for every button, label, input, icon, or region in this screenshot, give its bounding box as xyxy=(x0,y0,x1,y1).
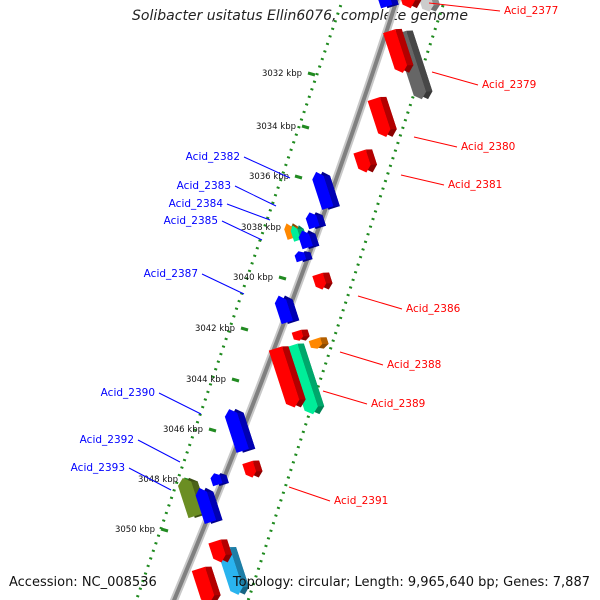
leader-line xyxy=(201,273,245,295)
gene-label-reverse: Acid_2382 xyxy=(186,151,240,163)
gene-label-reverse: Acid_2384 xyxy=(169,198,224,210)
leader-line xyxy=(234,185,277,207)
gene-acid-2382 xyxy=(312,171,340,210)
gene-acid-2391b xyxy=(208,539,232,563)
gene-acid-2384 xyxy=(298,230,320,250)
tick-label: 3050 kbp xyxy=(115,525,155,535)
gene-acid-2386 xyxy=(312,272,333,290)
leader-line xyxy=(431,71,479,86)
gene-label-forward: Acid_2381 xyxy=(448,179,502,191)
tick-mark xyxy=(278,275,287,281)
tick-label: 3032 kbp xyxy=(262,69,302,79)
gene-label-forward: Acid_2388 xyxy=(387,359,441,371)
label-layer: Acid_2377 Acid_2379 Acid_2380 Acid_2381 Acid… xyxy=(71,2,558,507)
gene-label-forward: Acid_2389 xyxy=(371,398,425,410)
gene-label-reverse: Acid_2392 xyxy=(80,434,134,446)
gene-light-grey xyxy=(418,0,440,12)
gene-acid-2385 xyxy=(294,251,313,263)
leader-line xyxy=(322,390,368,405)
leader-line xyxy=(413,136,458,148)
tick-label: 3040 kbp xyxy=(233,273,273,283)
gene-label-reverse: Acid_2385 xyxy=(164,215,218,227)
tick-mark xyxy=(231,377,240,383)
gene-acid-2386b xyxy=(291,329,310,341)
tick-label: 3038 kbp xyxy=(241,223,281,233)
gene-acid-2383 xyxy=(305,212,326,230)
genome-stats-text: Topology: circular; Length: 9,965,640 bp… xyxy=(232,575,590,590)
tick-label: 3034 kbp xyxy=(256,122,296,132)
accession-text: Accession: NC_008536 xyxy=(9,575,157,590)
gene-label-reverse: Acid_2383 xyxy=(177,180,231,192)
gene-label-forward: Acid_2386 xyxy=(406,303,461,315)
tick-label: 3042 kbp xyxy=(195,324,235,334)
leader-line xyxy=(339,351,384,366)
tick-layer: 3032 kbp 3034 kbp 3036 kbp 3038 kbp 3040 kbp… xyxy=(115,69,316,535)
gene-acid-2387 xyxy=(274,295,300,325)
leader-line xyxy=(243,156,291,179)
leader-line xyxy=(221,220,263,241)
gene-acid-2393 xyxy=(195,487,223,524)
gene-acid-2390 xyxy=(224,408,256,453)
gene-acid-2377b xyxy=(377,0,399,9)
gene-label-reverse: Acid_2393 xyxy=(71,462,125,474)
tick-mark xyxy=(160,527,169,533)
gene-acid-2388 xyxy=(268,346,306,408)
leader-line xyxy=(226,203,271,221)
tick-label: 3048 kbp xyxy=(138,475,178,485)
tick-mark xyxy=(307,71,316,77)
gene-label-forward: Acid_2377 xyxy=(504,5,558,17)
leader-line xyxy=(400,174,445,186)
tick-label: 3036 kbp xyxy=(249,172,289,182)
gene-label-forward: Acid_2380 xyxy=(461,141,515,153)
gene-label-forward: Acid_2379 xyxy=(482,79,536,91)
gene-acid-2391 xyxy=(242,460,263,478)
leader-line xyxy=(137,439,181,463)
tick-label: 3044 kbp xyxy=(186,375,226,385)
gene-label-reverse: Acid_2390 xyxy=(101,387,155,399)
gene-acid-2380 xyxy=(367,96,397,138)
tick-label: 3046 kbp xyxy=(163,425,203,435)
leader-line xyxy=(428,2,501,12)
gene-acid-2379 xyxy=(383,28,414,73)
gene-label-forward: Acid_2391 xyxy=(334,495,388,507)
gene-acid-2391c xyxy=(191,566,221,600)
inner-dotted-track xyxy=(134,0,345,600)
gene-orange-2388 xyxy=(308,337,329,349)
leader-line xyxy=(158,392,202,415)
feature-layer xyxy=(178,0,440,600)
gene-acid-2377 xyxy=(395,0,422,9)
gene-acid-2381 xyxy=(353,149,377,173)
map-title: Solibacter usitatus Ellin6076, complete … xyxy=(132,8,468,24)
gene-acid-2392 xyxy=(210,473,229,487)
tick-mark xyxy=(294,174,303,180)
leader-line xyxy=(128,467,172,491)
tick-mark xyxy=(208,427,217,433)
leader-line xyxy=(357,295,403,310)
tick-mark xyxy=(301,124,310,130)
gene-label-reverse: Acid_2387 xyxy=(144,268,198,280)
leader-line xyxy=(288,486,331,502)
tick-mark xyxy=(240,326,249,332)
